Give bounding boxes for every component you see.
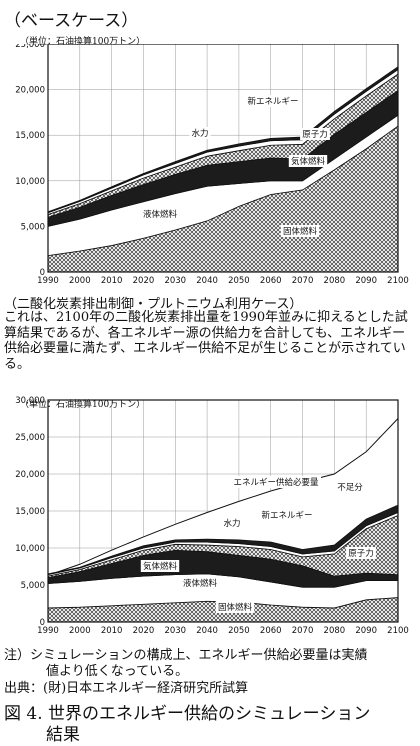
series-label-4-bg [300,128,330,140]
y-tick-label: 15,000 [15,131,45,141]
note-line-2: 値より低くなっている。 [46,664,189,679]
x-tick-label: 2100 [387,276,409,286]
x-tick-label: 2010 [101,276,123,286]
y-tick-label: 25,000 [15,433,45,443]
series-label-3-bg [288,155,328,167]
chart1-unit-label: （単位：石油換算100万トン） [20,37,146,47]
series-label-6: 新エネルギー [261,510,312,521]
series-label-5-bg [189,127,211,139]
chart2-case-title: （二酸化炭素排出制御・プルトニウム利用ケース） [4,297,303,312]
demand-line [47,418,399,576]
series-label-5-bg [221,517,243,529]
series-label-1: 固体燃料 [283,226,318,237]
series-label-1-bg [280,225,320,237]
y-tick-label: 10,000 [15,544,45,554]
co2-control-case-chart: 0 5,000 10,000 15,000 20,000 25,000 30,000 1990… [15,396,409,636]
x-tick-label: 2000 [69,276,91,286]
x-tick-label: 2040 [196,626,218,636]
demand-label-bg [231,476,321,488]
series-label-4: 原子力 [302,129,328,140]
y-tick-label: 15,000 [15,507,45,517]
x-tick-label: 2030 [164,626,186,636]
series-label-4-bg [346,547,376,559]
series-label-3: 気体燃料 [291,156,326,167]
series-label-6-bg [245,95,301,107]
deficit-label: 不足分 [337,483,363,493]
x-tick-label: 2000 [69,626,91,636]
x-tick-label: 2030 [164,276,186,286]
series-label-3-bg [140,560,180,572]
series-label-5: 水力 [223,518,240,529]
series-label-5: 水力 [191,128,208,139]
chart2-unit-label: （単位：石油換算100万トン） [20,400,146,410]
plot-frame [47,44,399,273]
series-label-1: 固体燃料 [218,602,253,613]
y-tick-label: 0 [40,268,45,278]
x-tick-label: 2050 [228,626,250,636]
source-line: 出典：(財)日本エネルギー経済研究所試算 [4,681,249,696]
note-line-1: 注）シミュレーションの構成上、エネルギー供給必要量は実績 [4,648,368,663]
x-tick-label: 1990 [37,626,59,636]
y-tick-label: 5,000 [21,581,45,591]
series-label-4: 原子力 [348,548,374,559]
x-tick-label: 2050 [228,276,250,286]
x-tick-label: 2090 [355,276,377,286]
y-tick-label: 5,000 [21,222,45,232]
x-tick-label: 2020 [133,626,155,636]
x-tick-label: 2010 [101,626,123,636]
x-tick-label: 2070 [292,626,314,636]
x-tick-label: 2090 [355,626,377,636]
figure-title: 図 4. 世界のエネルギー供給のシミュレーション [4,704,371,724]
figure-title-continuation: 結果 [46,725,80,745]
series-label-2: 液体燃料 [183,578,218,589]
y-tick-label: 20,000 [15,86,45,96]
y-tick-label: 30,000 [15,396,45,406]
y-tick-label: 20,000 [15,470,45,480]
series-label-6: 新エネルギー [247,96,298,107]
x-tick-label: 2080 [324,626,346,636]
chart1-case-title: （ベースケース） [4,11,139,31]
x-tick-label: 2060 [260,626,282,636]
series-label-1-bg [215,601,255,613]
x-tick-label: 2070 [292,276,314,286]
x-tick-label: 2020 [133,276,155,286]
y-tick-label: 0 [40,618,45,628]
series-label-3: 気体燃料 [143,561,178,572]
case-description: これは、2100年の二酸化炭素排出量を1990年並みに抑えるとした試算結果である… [4,310,408,372]
x-tick-label: 2040 [196,276,218,286]
plot-frame [47,399,399,623]
series-label-2-bg [180,577,220,589]
base-case-chart: 0 5,000 10,000 15,000 20,000 25,000 1990 2000 20… [15,44,409,286]
demand-label: エネルギー供給必要量 [233,477,319,488]
series-label-2: 液体燃料 [143,209,178,220]
y-tick-label: 25,000 [15,44,45,50]
y-tick-label: 10,000 [15,177,45,187]
deficit-area [48,418,398,576]
x-tick-label: 2100 [387,626,409,636]
x-tick-label: 2080 [324,276,346,286]
series-label-6-bg [259,509,315,521]
deficit-label-bg [335,481,365,493]
series-label-2-bg [140,208,180,220]
x-tick-label: 1990 [37,276,59,286]
x-tick-label: 2060 [260,276,282,286]
